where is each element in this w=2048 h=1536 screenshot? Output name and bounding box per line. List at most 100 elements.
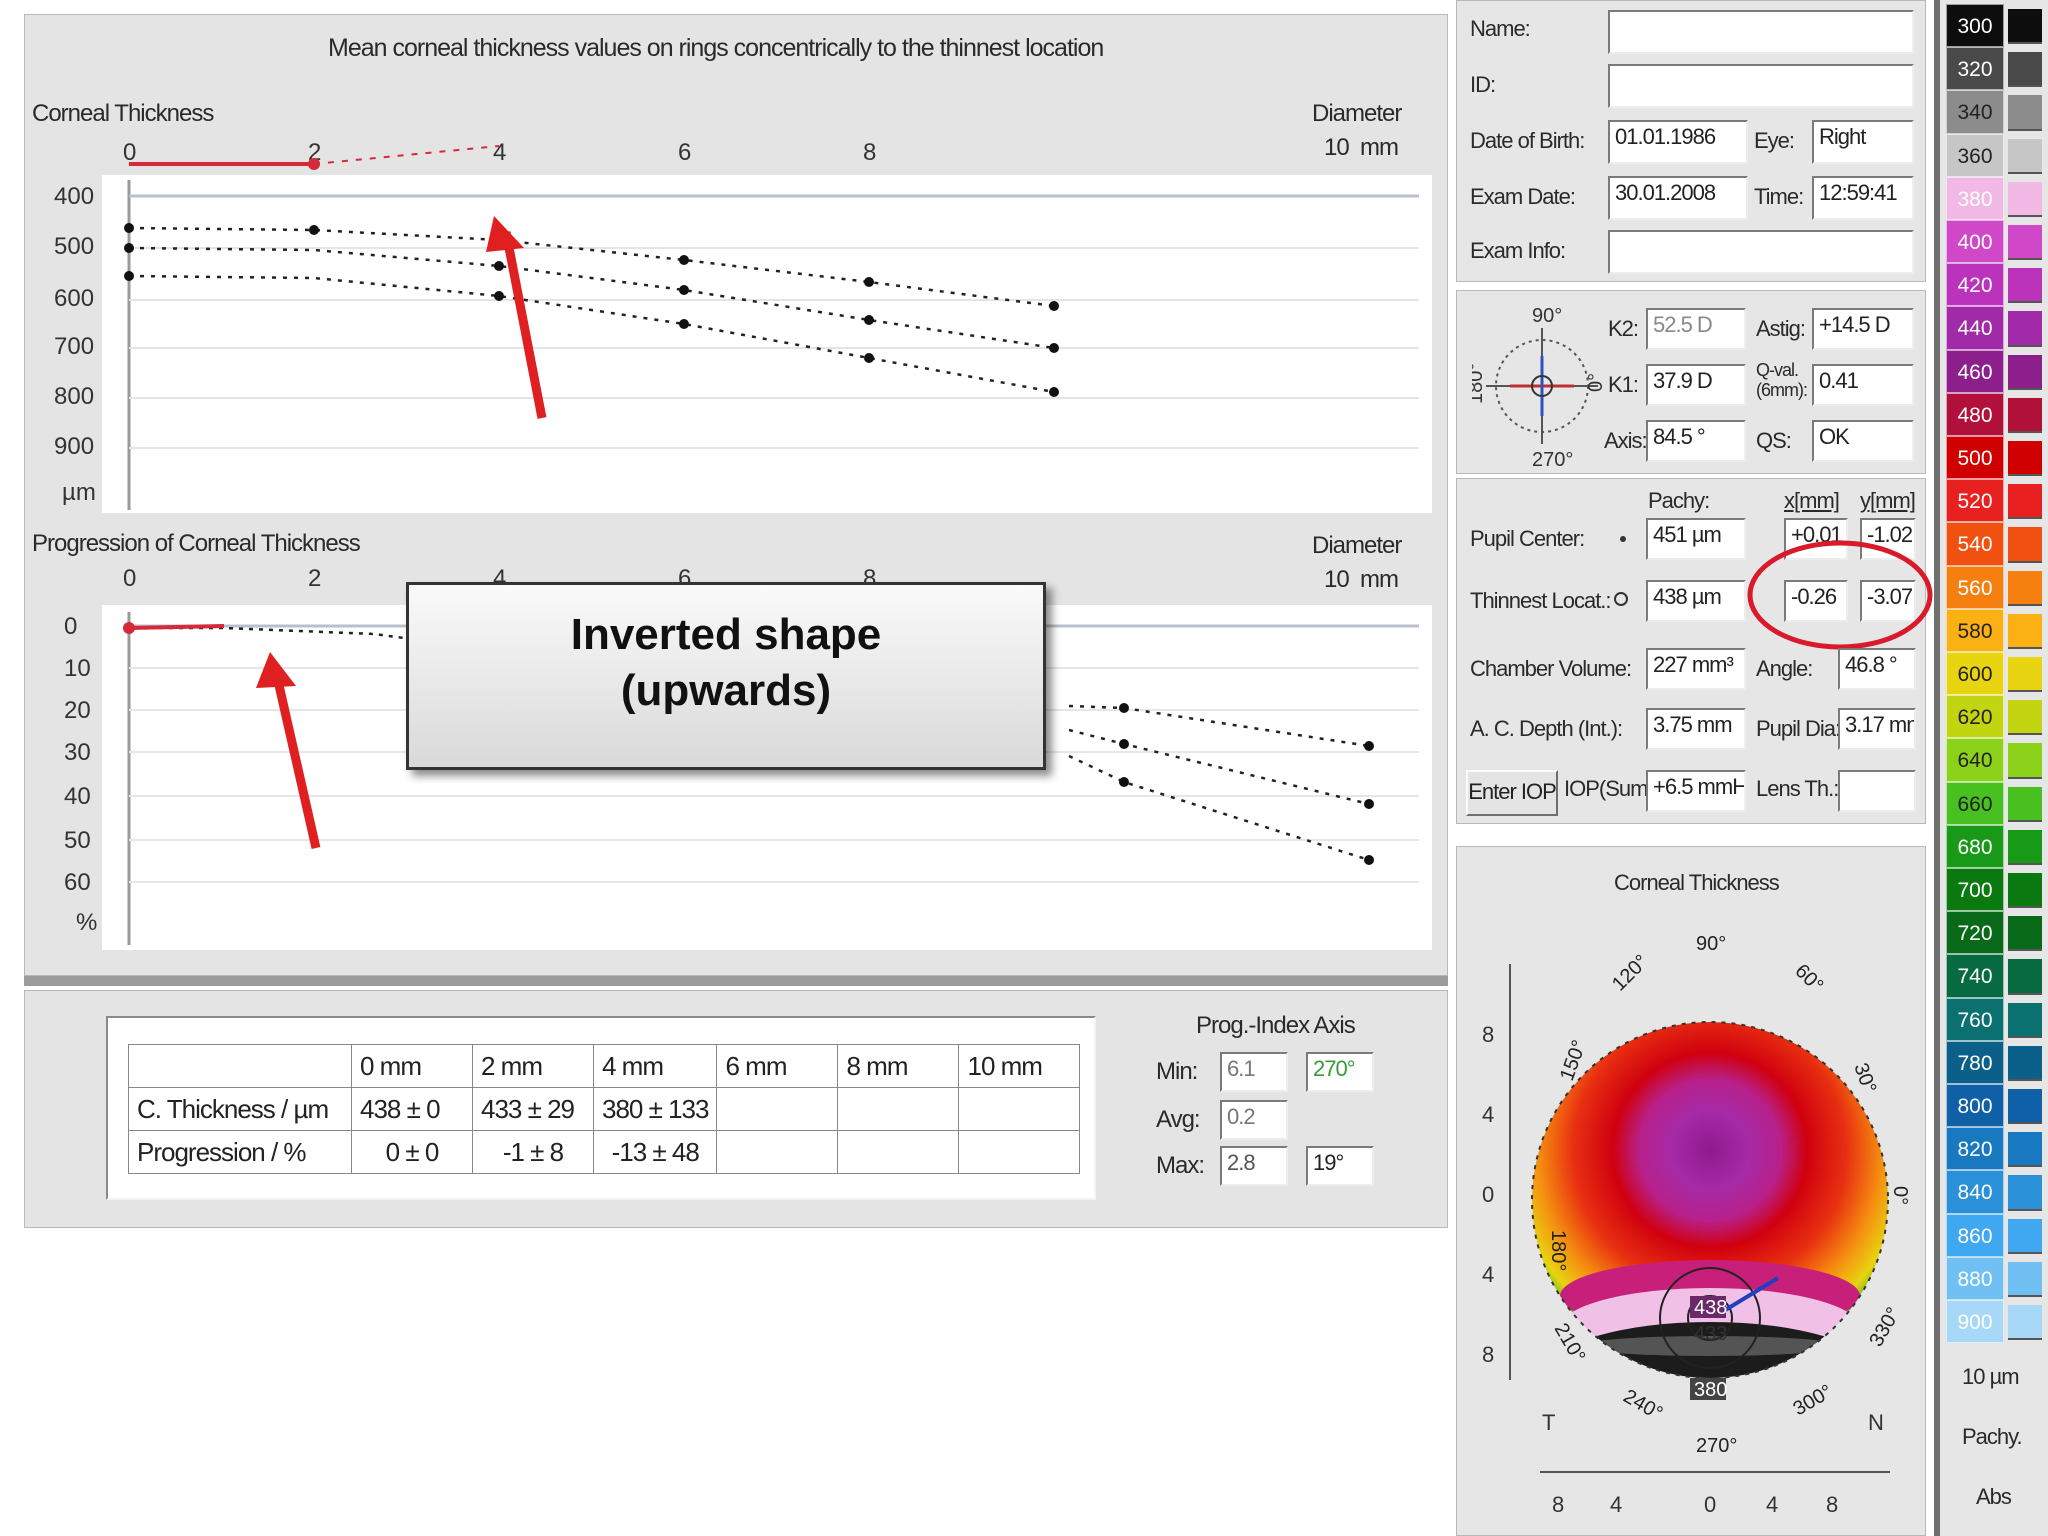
table-cell: 380 ± 133 xyxy=(592,1087,718,1131)
dob-label: Date of Birth: xyxy=(1470,128,1585,153)
pupil-pachy-field: 451 µm xyxy=(1646,518,1746,560)
thinnest-circle-icon xyxy=(1614,592,1628,606)
top-curve-point xyxy=(494,291,504,301)
top-curve-point xyxy=(679,255,689,265)
angle-field: 46.8 ° xyxy=(1838,648,1916,690)
iop-sum-label: IOP(Sum): xyxy=(1564,776,1660,801)
bottom-dotted-curve xyxy=(129,626,420,642)
enter-iop-button[interactable]: Enter IOP xyxy=(1466,770,1558,816)
top-y-tick: 600 xyxy=(54,285,94,312)
dob-field[interactable]: 01.01.1986 xyxy=(1608,120,1748,164)
bottom-y-tick: 0 xyxy=(64,613,77,640)
top-red-point xyxy=(308,158,320,170)
pupil-center-label: Pupil Center: xyxy=(1470,526,1585,551)
scale-step-label: 10 µm xyxy=(1962,1364,2020,1389)
map-left-tick: 4 xyxy=(1482,1262,1494,1287)
map-temporal-label: T xyxy=(1542,1410,1555,1435)
color-scale-cell: 880 xyxy=(1946,1256,2004,1300)
color-scale-swatch xyxy=(2008,786,2042,822)
table-header-cell: 2 mm xyxy=(472,1044,594,1088)
table-cell: -13 ± 48 xyxy=(592,1130,718,1174)
lens-thickness-field[interactable] xyxy=(1838,770,1916,812)
astig-field: +14.5 D xyxy=(1812,308,1914,350)
top-red-arrow xyxy=(486,216,547,419)
color-scale-swatch xyxy=(2008,397,2042,433)
compass-0: 0° xyxy=(1585,373,1607,392)
top-curve-point xyxy=(124,243,134,253)
top-x-tick: 6 xyxy=(678,139,691,166)
map-nasal-label: N xyxy=(1868,1410,1884,1435)
bottom-y-tick: 50 xyxy=(64,827,91,854)
name-field[interactable] xyxy=(1608,10,1914,54)
qs-field: OK xyxy=(1812,420,1914,462)
k1-label: K1: xyxy=(1608,372,1639,397)
color-scale-cell: 380 xyxy=(1946,176,2004,220)
eye-field[interactable]: Right xyxy=(1812,120,1914,164)
color-scale-cell: 820 xyxy=(1946,1127,2004,1171)
map-deg-300: 300° xyxy=(1790,1381,1837,1421)
angle-label: Angle: xyxy=(1756,656,1813,681)
top-y-tick: 700 xyxy=(54,333,94,360)
color-scale-swatch xyxy=(2008,613,2042,649)
pupil-center-dot-icon xyxy=(1620,536,1626,542)
bottom-y-unit: % xyxy=(76,909,97,936)
color-scale-cell: 740 xyxy=(1946,954,2004,998)
thinnest-ring-outer xyxy=(1659,1267,1761,1369)
bottom-y-tick: 60 xyxy=(64,869,91,896)
color-scale-swatch xyxy=(2008,1175,2042,1211)
color-scale-cell: 420 xyxy=(1946,263,2004,307)
table-cell xyxy=(837,1130,960,1174)
bottom-curve-point xyxy=(1119,739,1129,749)
prog-min-label: Min: xyxy=(1156,1058,1198,1085)
top-curve-point xyxy=(864,277,874,287)
color-scale-swatch xyxy=(2008,484,2042,520)
top-red-curve-ext xyxy=(313,145,500,165)
color-scale-swatch xyxy=(2008,1305,2042,1341)
bottom-chart-diameter-label: Diameter xyxy=(1312,532,1402,559)
map-deg-90: 90° xyxy=(1696,933,1726,955)
table-cell: 0 ± 0 xyxy=(351,1130,473,1174)
table-cell xyxy=(716,1130,839,1174)
bottom-curve-point xyxy=(1364,741,1374,751)
thinnest-y-field: -3.07 xyxy=(1860,580,1916,622)
map-bottom-tick: 8 xyxy=(1552,1492,1564,1517)
color-scale-swatch xyxy=(2008,1261,2042,1297)
map-val-433: 433 xyxy=(1694,1323,1727,1345)
table-cell: Progression / % xyxy=(128,1130,352,1174)
color-scale-cell: 480 xyxy=(1946,392,2004,436)
map-deg-210: 210° xyxy=(1550,1320,1590,1367)
table-cell xyxy=(837,1087,960,1131)
map-deg-0: 0° xyxy=(1889,1186,1911,1205)
map-deg-30: 30° xyxy=(1849,1060,1880,1096)
color-scale-cell: 540 xyxy=(1946,522,2004,566)
map-deg-180: 180° xyxy=(1547,1230,1569,1271)
color-scale-cell: 680 xyxy=(1946,824,2004,868)
table-cell xyxy=(716,1087,839,1131)
ac-depth-field: 3.75 mm xyxy=(1646,708,1746,750)
pupil-vector xyxy=(1720,1276,1780,1314)
inverted-shape-callout: Inverted shape (upwards) xyxy=(406,582,1046,770)
top-dotted-curve xyxy=(128,226,1055,308)
exam-date-field[interactable]: 30.01.2008 xyxy=(1608,176,1748,220)
map-val-380: 380 xyxy=(1694,1379,1727,1401)
prog-min-value: 6.1 xyxy=(1220,1052,1288,1092)
id-field[interactable] xyxy=(1608,64,1914,108)
table-header-cell: 4 mm xyxy=(592,1044,718,1088)
map-val-380-box xyxy=(1690,1378,1726,1400)
color-scale-cell: 360 xyxy=(1946,133,2004,177)
exam-info-field[interactable] xyxy=(1608,230,1914,274)
exam-date-label: Exam Date: xyxy=(1470,184,1576,209)
eye-label: Eye: xyxy=(1754,128,1795,153)
color-scale-swatch xyxy=(2008,268,2042,304)
k2-label: K2: xyxy=(1608,316,1639,341)
top-x-tick: 8 xyxy=(863,139,876,166)
color-scale-swatch xyxy=(2008,829,2042,865)
scale-mode-label: Pachy. xyxy=(1962,1424,2023,1449)
results-table: 0 mm 2 mm 4 mm 6 mm 8 mm 10 mm C. Thickn… xyxy=(128,1044,1081,1174)
time-field[interactable]: 12:59:41 xyxy=(1812,176,1914,220)
bottom-x-tick: 0 xyxy=(123,565,136,592)
map-left-tick: 4 xyxy=(1482,1102,1494,1127)
prog-max-axis: 19° xyxy=(1306,1146,1374,1186)
color-scale-cell: 640 xyxy=(1946,738,2004,782)
